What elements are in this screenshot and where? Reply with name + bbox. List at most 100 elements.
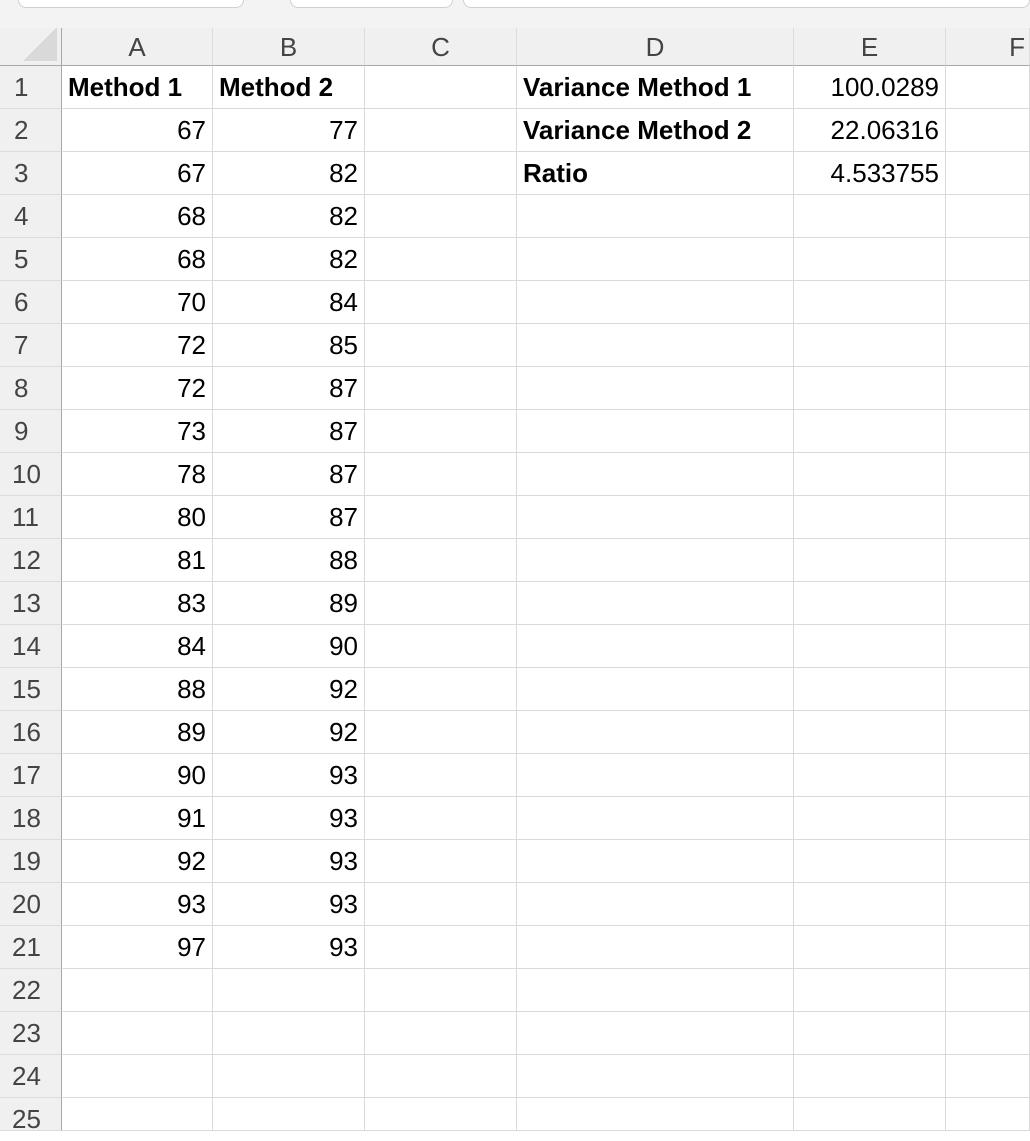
column-header-E[interactable]: E	[794, 28, 946, 66]
cell-E10[interactable]	[794, 453, 946, 496]
cell-D5[interactable]	[517, 238, 794, 281]
cell-D8[interactable]	[517, 367, 794, 410]
cell-F23[interactable]	[946, 1012, 1030, 1055]
row-header-23[interactable]: 23	[0, 1012, 62, 1055]
row-header-20[interactable]: 20	[0, 883, 62, 926]
cell-F8[interactable]	[946, 367, 1030, 410]
cell-C24[interactable]	[365, 1055, 517, 1098]
cell-D22[interactable]	[517, 969, 794, 1012]
cell-B21[interactable]: 93	[213, 926, 365, 969]
cell-B13[interactable]: 89	[213, 582, 365, 625]
cell-E11[interactable]	[794, 496, 946, 539]
cell-C18[interactable]	[365, 797, 517, 840]
row-header-15[interactable]: 15	[0, 668, 62, 711]
cell-E9[interactable]	[794, 410, 946, 453]
cell-F3[interactable]	[946, 152, 1030, 195]
cell-A17[interactable]: 90	[62, 754, 213, 797]
cell-C10[interactable]	[365, 453, 517, 496]
row-header-22[interactable]: 22	[0, 969, 62, 1012]
cell-B6[interactable]: 84	[213, 281, 365, 324]
cell-C16[interactable]	[365, 711, 517, 754]
column-header-B[interactable]: B	[213, 28, 365, 66]
cell-F6[interactable]	[946, 281, 1030, 324]
cell-E14[interactable]	[794, 625, 946, 668]
name-box[interactable]	[18, 0, 244, 8]
row-header-4[interactable]: 4	[0, 195, 62, 238]
cell-A20[interactable]: 93	[62, 883, 213, 926]
cell-A1[interactable]: Method 1	[62, 66, 213, 109]
cell-E15[interactable]	[794, 668, 946, 711]
cell-A3[interactable]: 67	[62, 152, 213, 195]
row-header-13[interactable]: 13	[0, 582, 62, 625]
cell-B5[interactable]: 82	[213, 238, 365, 281]
cell-B4[interactable]: 82	[213, 195, 365, 238]
cell-B22[interactable]	[213, 969, 365, 1012]
row-header-19[interactable]: 19	[0, 840, 62, 883]
row-header-25[interactable]: 25	[0, 1098, 62, 1134]
cell-F10[interactable]	[946, 453, 1030, 496]
cell-D1[interactable]: Variance Method 1	[517, 66, 794, 109]
cell-B7[interactable]: 85	[213, 324, 365, 367]
cell-C15[interactable]	[365, 668, 517, 711]
cell-D10[interactable]	[517, 453, 794, 496]
cell-B8[interactable]: 87	[213, 367, 365, 410]
row-header-2[interactable]: 2	[0, 109, 62, 152]
cell-E13[interactable]	[794, 582, 946, 625]
cell-A16[interactable]: 89	[62, 711, 213, 754]
row-header-17[interactable]: 17	[0, 754, 62, 797]
cell-F5[interactable]	[946, 238, 1030, 281]
cell-A11[interactable]: 80	[62, 496, 213, 539]
cell-C17[interactable]	[365, 754, 517, 797]
cell-D11[interactable]	[517, 496, 794, 539]
cell-D7[interactable]	[517, 324, 794, 367]
cell-E19[interactable]	[794, 840, 946, 883]
cell-F7[interactable]	[946, 324, 1030, 367]
row-header-10[interactable]: 10	[0, 453, 62, 496]
formula-controls[interactable]	[290, 0, 453, 8]
cell-E5[interactable]	[794, 238, 946, 281]
cell-B15[interactable]: 92	[213, 668, 365, 711]
cell-E6[interactable]	[794, 281, 946, 324]
cell-A18[interactable]: 91	[62, 797, 213, 840]
cell-B25[interactable]	[213, 1098, 365, 1131]
cell-E16[interactable]	[794, 711, 946, 754]
cell-E21[interactable]	[794, 926, 946, 969]
cell-F9[interactable]	[946, 410, 1030, 453]
cell-E2[interactable]: 22.06316	[794, 109, 946, 152]
cell-B9[interactable]: 87	[213, 410, 365, 453]
cell-F4[interactable]	[946, 195, 1030, 238]
cell-F25[interactable]	[946, 1098, 1030, 1131]
row-header-14[interactable]: 14	[0, 625, 62, 668]
cell-A21[interactable]: 97	[62, 926, 213, 969]
cell-E7[interactable]	[794, 324, 946, 367]
cell-B17[interactable]: 93	[213, 754, 365, 797]
row-header-5[interactable]: 5	[0, 238, 62, 281]
cell-B3[interactable]: 82	[213, 152, 365, 195]
cell-E23[interactable]	[794, 1012, 946, 1055]
cell-C1[interactable]	[365, 66, 517, 109]
row-header-24[interactable]: 24	[0, 1055, 62, 1098]
cell-F2[interactable]	[946, 109, 1030, 152]
cell-B23[interactable]	[213, 1012, 365, 1055]
cell-A12[interactable]: 81	[62, 539, 213, 582]
row-header-1[interactable]: 1	[0, 66, 62, 109]
cell-F16[interactable]	[946, 711, 1030, 754]
cell-F18[interactable]	[946, 797, 1030, 840]
cell-A24[interactable]	[62, 1055, 213, 1098]
cell-F1[interactable]	[946, 66, 1030, 109]
cell-C21[interactable]	[365, 926, 517, 969]
cell-F20[interactable]	[946, 883, 1030, 926]
cell-D16[interactable]	[517, 711, 794, 754]
cell-B11[interactable]: 87	[213, 496, 365, 539]
cell-C22[interactable]	[365, 969, 517, 1012]
cell-D25[interactable]	[517, 1098, 794, 1131]
cell-D3[interactable]: Ratio	[517, 152, 794, 195]
cell-E12[interactable]	[794, 539, 946, 582]
cell-B20[interactable]: 93	[213, 883, 365, 926]
cell-D18[interactable]	[517, 797, 794, 840]
cell-C2[interactable]	[365, 109, 517, 152]
cell-E17[interactable]	[794, 754, 946, 797]
cell-B14[interactable]: 90	[213, 625, 365, 668]
cell-C3[interactable]	[365, 152, 517, 195]
cell-B16[interactable]: 92	[213, 711, 365, 754]
